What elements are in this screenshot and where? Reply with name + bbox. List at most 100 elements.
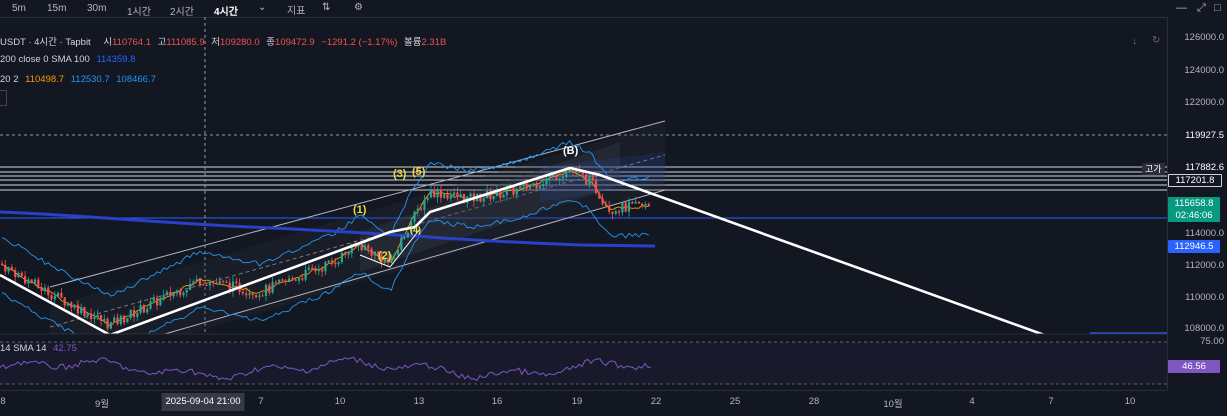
- candle-body: [641, 203, 644, 206]
- ma-value: 114359.8: [96, 54, 136, 65]
- candle-body: [446, 194, 449, 199]
- time-tick: 25: [729, 396, 741, 407]
- candle-body: [416, 208, 419, 212]
- rsi-legend[interactable]: 14 SMA 14 42.75: [0, 343, 77, 354]
- candle-body: [519, 186, 522, 189]
- time-axis[interactable]: 8 9월 7 10 13 16 19 22 25 28 10월 4 7 10 2…: [0, 390, 1167, 416]
- candle-body: [532, 183, 535, 186]
- low-label: 저: [211, 37, 221, 48]
- timeframe-15m[interactable]: 15m: [47, 3, 67, 14]
- wave-2-label: (2): [378, 250, 392, 262]
- candle-body: [360, 245, 363, 250]
- candle-body: [222, 280, 225, 282]
- rsi-price-label: 46.56: [1168, 360, 1220, 373]
- candle-body: [542, 184, 545, 187]
- high-value: 111085.9: [166, 37, 205, 48]
- time-tick: 10월: [883, 399, 903, 410]
- candle-body: [624, 202, 627, 212]
- gear-icon[interactable]: ⚙: [354, 2, 363, 13]
- toolbar: 5m 15m 30m 1시간 2시간 4시간 ⌄ 지표 ⇅ ⚙ — ⤢ □: [0, 0, 1227, 18]
- candle-body: [406, 232, 409, 238]
- candle-body: [27, 279, 30, 284]
- bb-legend[interactable]: 20 2 110498.7 112530.7 108466.7: [0, 74, 160, 85]
- candle-body: [156, 297, 159, 306]
- ma-legend[interactable]: 200 close 0 SMA 100 114359.8: [0, 54, 139, 65]
- ma-label: 200 close 0 SMA 100: [0, 54, 90, 65]
- candle-body: [288, 278, 291, 282]
- candle-body: [225, 281, 228, 283]
- candle-body: [4, 264, 7, 272]
- timeframe-30m[interactable]: 30m: [87, 3, 107, 14]
- candle-body: [330, 260, 334, 263]
- time-tick: 7: [1048, 396, 1054, 407]
- candle-body: [70, 302, 73, 308]
- indicators-button[interactable]: 지표: [287, 6, 306, 17]
- candle-body: [30, 279, 33, 284]
- timeframe-2h[interactable]: 2시간: [170, 7, 194, 18]
- candle-body: [294, 279, 297, 281]
- candle-body: [57, 292, 60, 297]
- candle-body: [261, 295, 264, 297]
- candle-body: [182, 292, 185, 296]
- candle-body: [123, 315, 126, 323]
- candle-body: [33, 279, 37, 284]
- wave-1-label: (1): [353, 204, 367, 216]
- candle-body: [146, 308, 149, 313]
- candle-body: [281, 279, 284, 281]
- collapse-legend-button[interactable]: [0, 90, 7, 106]
- candle-body: [525, 183, 528, 189]
- candle-body: [334, 262, 337, 265]
- candle-body: [202, 284, 205, 286]
- compare-icon[interactable]: ⇅: [322, 2, 331, 13]
- chevron-down-icon[interactable]: ⌄: [258, 2, 267, 13]
- candle-body: [324, 262, 327, 272]
- wave-5-label: (5): [412, 166, 426, 178]
- expand-icon[interactable]: ⤢: [1197, 2, 1206, 14]
- candle-body: [522, 183, 525, 187]
- timeframe-1h[interactable]: 1시간: [127, 7, 151, 18]
- candle-body: [462, 194, 466, 203]
- candle-body: [159, 298, 162, 306]
- candle-body: [380, 255, 383, 263]
- candle-body: [314, 269, 317, 272]
- candle-body: [175, 290, 178, 294]
- candle-body: [53, 296, 56, 300]
- candle-body: [614, 211, 617, 214]
- candle-body: [99, 315, 103, 321]
- timeframe-5m[interactable]: 5m: [12, 3, 26, 14]
- open-value: 110764.1: [112, 37, 152, 48]
- candle-body: [90, 313, 93, 320]
- candle-body: [608, 205, 611, 212]
- candle-body: [139, 305, 142, 313]
- ohlc-legend: USDT · 4시간 · Tapbit 시110764.1 고111085.9 …: [0, 34, 450, 48]
- timeframe-4h[interactable]: 4시간: [214, 7, 238, 18]
- candle-body: [505, 188, 508, 195]
- time-tick: 8: [0, 396, 6, 407]
- rsi-tick: 75.00: [1200, 336, 1224, 347]
- time-tick: 7: [258, 396, 264, 407]
- candle-body: [103, 318, 106, 321]
- candle-body: [172, 293, 175, 297]
- candle-body: [637, 201, 640, 204]
- close-label: 종: [266, 37, 276, 48]
- candle-body: [492, 196, 495, 200]
- candle-body: [420, 208, 423, 210]
- wave-3-label: (3): [393, 168, 407, 180]
- arrow-down-icon[interactable]: ↓: [1132, 36, 1137, 47]
- candle-body: [396, 249, 400, 255]
- candle-body: [264, 285, 268, 297]
- candle-body: [565, 171, 568, 177]
- candle-body: [377, 251, 380, 256]
- candle-body: [119, 315, 122, 325]
- maximize-icon[interactable]: □: [1214, 2, 1221, 14]
- symbol-label[interactable]: USDT · 4시간 · Tapbit: [0, 37, 91, 48]
- candle-body: [558, 178, 561, 181]
- candle-body: [482, 198, 485, 202]
- candle-body: [631, 201, 634, 204]
- candle-body: [205, 285, 208, 287]
- candle-body: [10, 266, 13, 271]
- minimize-icon[interactable]: —: [1176, 2, 1187, 14]
- price-tick: 124000.0: [1184, 65, 1224, 76]
- refresh-icon[interactable]: ↻: [1152, 35, 1161, 46]
- price-chart[interactable]: [0, 17, 1167, 390]
